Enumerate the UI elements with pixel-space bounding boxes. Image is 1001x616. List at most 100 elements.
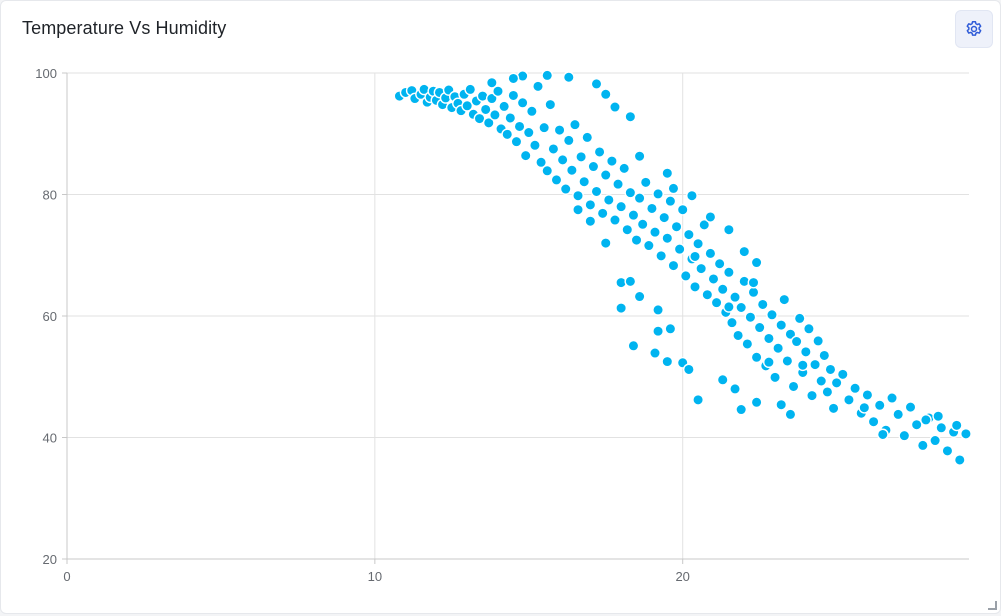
- data-point: [618, 162, 631, 175]
- y-tick-label: 60: [43, 309, 57, 324]
- data-point: [750, 351, 763, 364]
- data-point: [722, 223, 735, 236]
- data-point: [861, 389, 874, 401]
- settings-button[interactable]: [955, 10, 993, 48]
- data-point: [652, 187, 664, 200]
- data-point: [538, 121, 551, 134]
- data-point: [836, 368, 849, 381]
- data-point: [661, 232, 674, 245]
- data-point: [621, 223, 634, 236]
- data-point: [510, 135, 523, 148]
- data-point: [790, 335, 803, 348]
- data-point: [664, 195, 677, 208]
- data-point: [775, 398, 788, 411]
- data-point: [615, 302, 628, 315]
- data-point: [713, 257, 726, 270]
- data-point: [572, 203, 584, 216]
- data-point: [661, 167, 674, 180]
- data-point: [676, 203, 689, 216]
- data-point: [929, 434, 942, 447]
- data-point: [747, 276, 760, 289]
- data-point: [803, 322, 815, 335]
- data-point: [830, 376, 843, 389]
- data-point: [482, 116, 495, 129]
- data-point: [679, 270, 692, 282]
- data-point: [627, 339, 640, 352]
- data-point: [522, 126, 535, 139]
- data-point: [673, 243, 686, 256]
- data-point: [504, 112, 517, 124]
- x-tick-label: 0: [63, 569, 70, 584]
- data-point: [525, 105, 538, 118]
- data-point: [707, 273, 720, 285]
- data-point: [766, 308, 778, 321]
- data-point: [698, 218, 711, 231]
- data-point: [818, 349, 831, 362]
- data-point: [627, 209, 640, 222]
- data-point: [575, 150, 588, 163]
- data-point: [581, 131, 594, 144]
- data-point: [729, 382, 741, 395]
- data-point: [689, 280, 701, 293]
- data-point: [726, 316, 738, 329]
- data-point: [827, 402, 840, 415]
- data-point: [815, 375, 828, 387]
- data-point: [667, 259, 680, 272]
- data-point: [809, 358, 821, 371]
- data-point: [658, 211, 671, 224]
- data-point: [953, 454, 966, 466]
- data-point: [769, 371, 781, 384]
- data-point: [886, 392, 898, 404]
- data-point: [692, 393, 704, 406]
- data-point: [904, 401, 917, 414]
- data-point: [605, 155, 618, 167]
- data-point: [479, 103, 492, 116]
- data-point: [562, 134, 575, 147]
- data-point: [661, 355, 674, 368]
- data-point: [578, 175, 591, 188]
- data-point: [652, 304, 664, 316]
- data-point: [642, 239, 655, 252]
- chart-title: Temperature Vs Humidity: [22, 18, 227, 38]
- data-point: [753, 321, 766, 334]
- data-point: [596, 207, 609, 220]
- data-point: [612, 178, 624, 191]
- data-point: [547, 143, 560, 155]
- data-point: [541, 164, 554, 177]
- x-tick-label: 20: [675, 569, 689, 584]
- data-point: [519, 149, 532, 162]
- data-point: [950, 419, 963, 432]
- data-point: [806, 389, 818, 402]
- data-point: [682, 228, 695, 241]
- data-point: [941, 444, 954, 457]
- x-tick-label: 10: [368, 569, 382, 584]
- data-point: [722, 300, 735, 313]
- data-point: [584, 215, 597, 228]
- gear-icon: [966, 21, 982, 36]
- data-point: [775, 319, 788, 332]
- data-point: [778, 293, 791, 306]
- data-point: [960, 427, 972, 440]
- data-point: [784, 408, 797, 421]
- data-point: [664, 322, 677, 335]
- data-point: [602, 194, 615, 206]
- data-point: [507, 89, 520, 102]
- data-point: [636, 218, 649, 231]
- data-point: [849, 382, 861, 395]
- data-point: [689, 250, 701, 263]
- resize-handle[interactable]: [988, 601, 997, 610]
- data-point: [529, 139, 541, 152]
- data-point: [732, 329, 745, 342]
- data-point: [649, 347, 661, 359]
- data-point: [793, 312, 806, 325]
- data-point: [686, 189, 698, 202]
- data-point: [867, 415, 880, 428]
- data-point: [762, 356, 775, 369]
- data-point: [716, 373, 729, 386]
- data-point: [655, 249, 668, 262]
- data-point: [910, 418, 923, 431]
- data-point: [590, 78, 603, 90]
- data-point: [843, 393, 855, 406]
- data-point: [492, 85, 504, 98]
